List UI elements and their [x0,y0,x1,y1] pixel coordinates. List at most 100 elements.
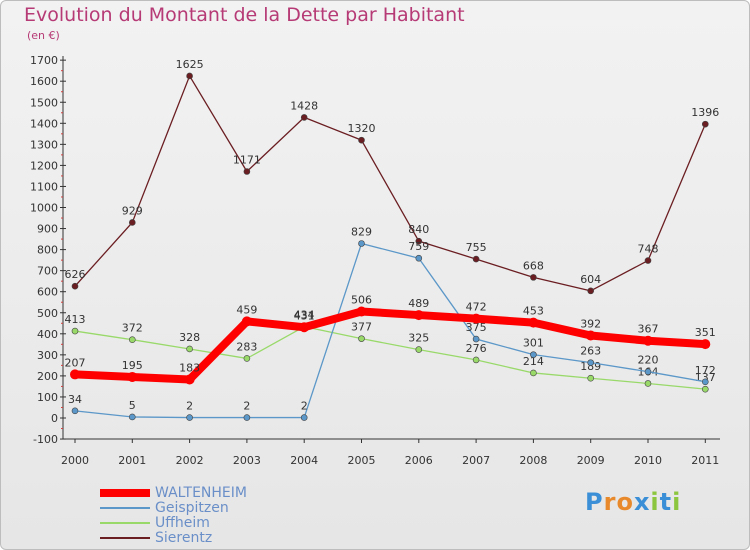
data-point [644,380,652,387]
data-point [71,407,79,415]
data-point [587,374,595,382]
data-label: 829 [351,225,372,238]
data-point [644,257,652,264]
data-label: 263 [580,345,601,358]
data-label: 431 [294,309,315,322]
data-label: 759 [408,240,429,253]
data-point [358,240,365,247]
data-point [186,414,193,421]
series-line-geispitzen [74,242,706,419]
data-point [300,414,308,421]
data-label: 377 [351,321,372,334]
x-tick-label: 2002 [176,454,204,467]
y-tick-label: 1700 [30,54,58,67]
data-point [129,336,136,343]
data-point [358,335,365,342]
chart-title: Evolution du Montant de la Dette par Hab… [24,4,465,26]
data-label: 434 [294,309,315,322]
y-tick-label: 800 [37,244,58,257]
series-line-uffheim [74,325,706,390]
data-point [472,255,480,263]
y-tick-label: -100 [33,433,58,446]
data-label: 929 [122,204,143,217]
data-point [701,385,709,393]
data-label: 375 [466,321,487,334]
series-line-sierentz [74,75,706,292]
legend-label: WALTENHEIM [155,485,247,501]
data-point [71,282,79,290]
data-point [243,414,251,421]
data-label: 472 [466,301,487,314]
legend-swatch [100,537,150,539]
data-label: 668 [523,259,544,272]
data-label: 34 [68,393,82,406]
data-label: 207 [65,356,86,369]
data-label: 367 [638,323,659,336]
y-tick-label: 1200 [30,159,58,172]
x-tick-label: 2006 [405,454,433,467]
data-label: 183 [179,361,200,374]
data-point [528,317,539,328]
data-point [415,237,423,245]
data-label: 840 [408,223,429,236]
data-label: 413 [65,313,86,326]
data-label: 214 [523,355,544,368]
proxiti-logo: Proxiti [585,488,682,516]
data-label: 1320 [348,122,376,135]
data-point [358,136,365,144]
y-tick-label: 1400 [30,117,58,130]
data-label: 1428 [290,99,318,112]
y-tick-label: 400 [37,328,58,341]
data-point [415,254,423,262]
data-point [129,219,136,226]
data-point [701,120,709,128]
y-tick-label: 600 [37,286,58,299]
data-label: 5 [129,399,136,412]
legend-label: Uffheim [155,515,210,531]
data-point [71,327,79,335]
data-point [701,378,709,386]
data-label: 755 [466,241,487,254]
data-label: 172 [695,364,716,377]
legend-swatch [100,507,150,509]
data-label: 276 [466,342,487,355]
x-tick-label: 2000 [61,454,89,467]
y-tick-label: 1100 [30,180,58,193]
y-tick-label: 1300 [30,138,58,151]
data-point [70,369,80,380]
data-label: 325 [408,332,429,345]
data-point [241,316,252,327]
data-point [415,346,423,353]
data-point [127,371,138,382]
data-label: 626 [65,268,86,281]
data-label: 372 [122,322,143,335]
data-label: 392 [580,317,601,330]
data-point [186,72,193,80]
x-tick-label: 2004 [290,454,318,467]
data-point [129,413,136,421]
y-tick-label: 700 [37,265,58,278]
data-point [243,355,251,362]
data-point [643,335,653,346]
data-point [300,114,308,121]
x-tick-label: 2001 [118,454,146,467]
x-tick-label: 2005 [348,454,376,467]
data-label: 489 [408,297,429,310]
legend-swatch [100,522,150,524]
data-point [587,359,595,366]
data-label: 1171 [233,154,261,167]
y-tick-label: 1000 [30,202,58,215]
data-label: 351 [695,326,716,339]
data-point [700,339,711,350]
data-label: 220 [638,354,659,367]
data-label: 2 [243,400,250,413]
data-label: 604 [580,273,601,286]
data-point [186,345,193,353]
data-point [644,368,652,375]
data-point [530,274,537,281]
data-point [243,168,251,175]
y-tick-label: 0 [51,412,58,425]
data-point [472,335,480,343]
